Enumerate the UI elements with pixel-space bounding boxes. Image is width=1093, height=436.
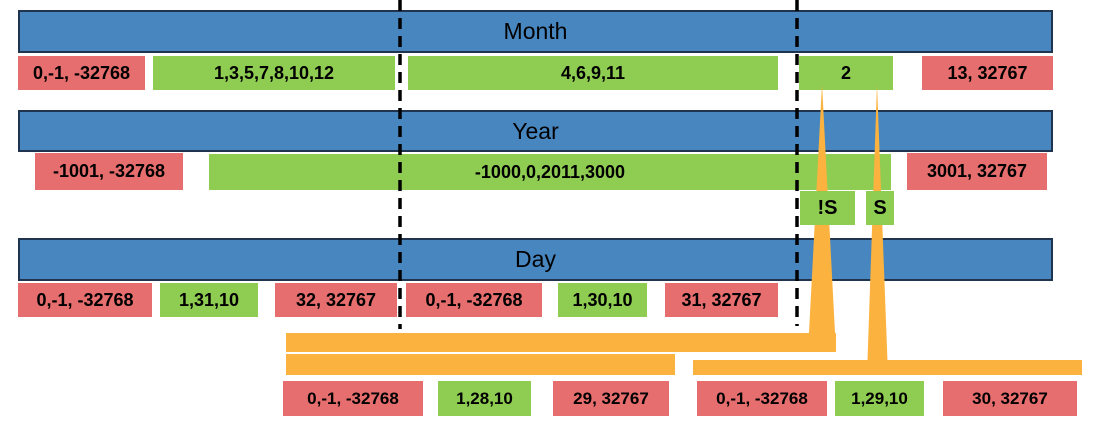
day30-partition-invalid-high: 31, 32767 <box>665 283 778 317</box>
february-non-leap-group-bar <box>286 354 675 375</box>
not-leap-elbow-connector-bar <box>286 333 836 352</box>
year-title: Year <box>512 117 559 144</box>
day31-partition-invalid-low: 0,-1, -32768 <box>18 283 152 317</box>
month-partition-invalid-high: 13, 32767 <box>922 56 1053 90</box>
feb28-partition-invalid-low: 0,-1, -32768 <box>283 381 423 416</box>
feb28-partition-valid: 1,28,10 <box>438 381 531 416</box>
year-not-special-leap-box: !S <box>800 191 855 225</box>
month-partition-31day-months: 1,3,5,7,8,10,12 <box>153 56 395 90</box>
year-partition-invalid-high: 3001, 32767 <box>907 153 1047 190</box>
day30-partition-invalid-low: 0,-1, -32768 <box>406 283 542 317</box>
day-category-bar: Day <box>18 238 1053 281</box>
day31-partition-valid: 1,31,10 <box>160 283 258 317</box>
month-title: Month <box>503 18 568 44</box>
february-leap-group-bar <box>693 360 1082 375</box>
feb28-partition-invalid-high: 29, 32767 <box>553 381 669 416</box>
year-special-leap-box: S <box>866 191 894 225</box>
year-category-bar: Year <box>18 110 1053 152</box>
day-title: Day <box>515 246 556 272</box>
month-partition-invalid-low: 0,-1, -32768 <box>18 56 145 90</box>
month-category-bar: Month <box>18 10 1053 53</box>
month-partition-30day-months: 4,6,9,11 <box>408 56 778 90</box>
feb29-partition-valid: 1,29,10 <box>835 381 924 416</box>
year-partition-valid-range: -1000,0,2011,3000 <box>209 154 891 190</box>
feb29-partition-invalid-high: 30, 32767 <box>943 381 1077 416</box>
feb29-partition-invalid-low: 0,-1, -32768 <box>697 381 827 416</box>
day31-partition-invalid-high: 32, 32767 <box>275 283 397 317</box>
year-partition-invalid-low: -1001, -32768 <box>35 153 183 190</box>
month-partition-february: 2 <box>799 56 893 90</box>
day30-partition-valid: 1,30,10 <box>558 283 647 317</box>
